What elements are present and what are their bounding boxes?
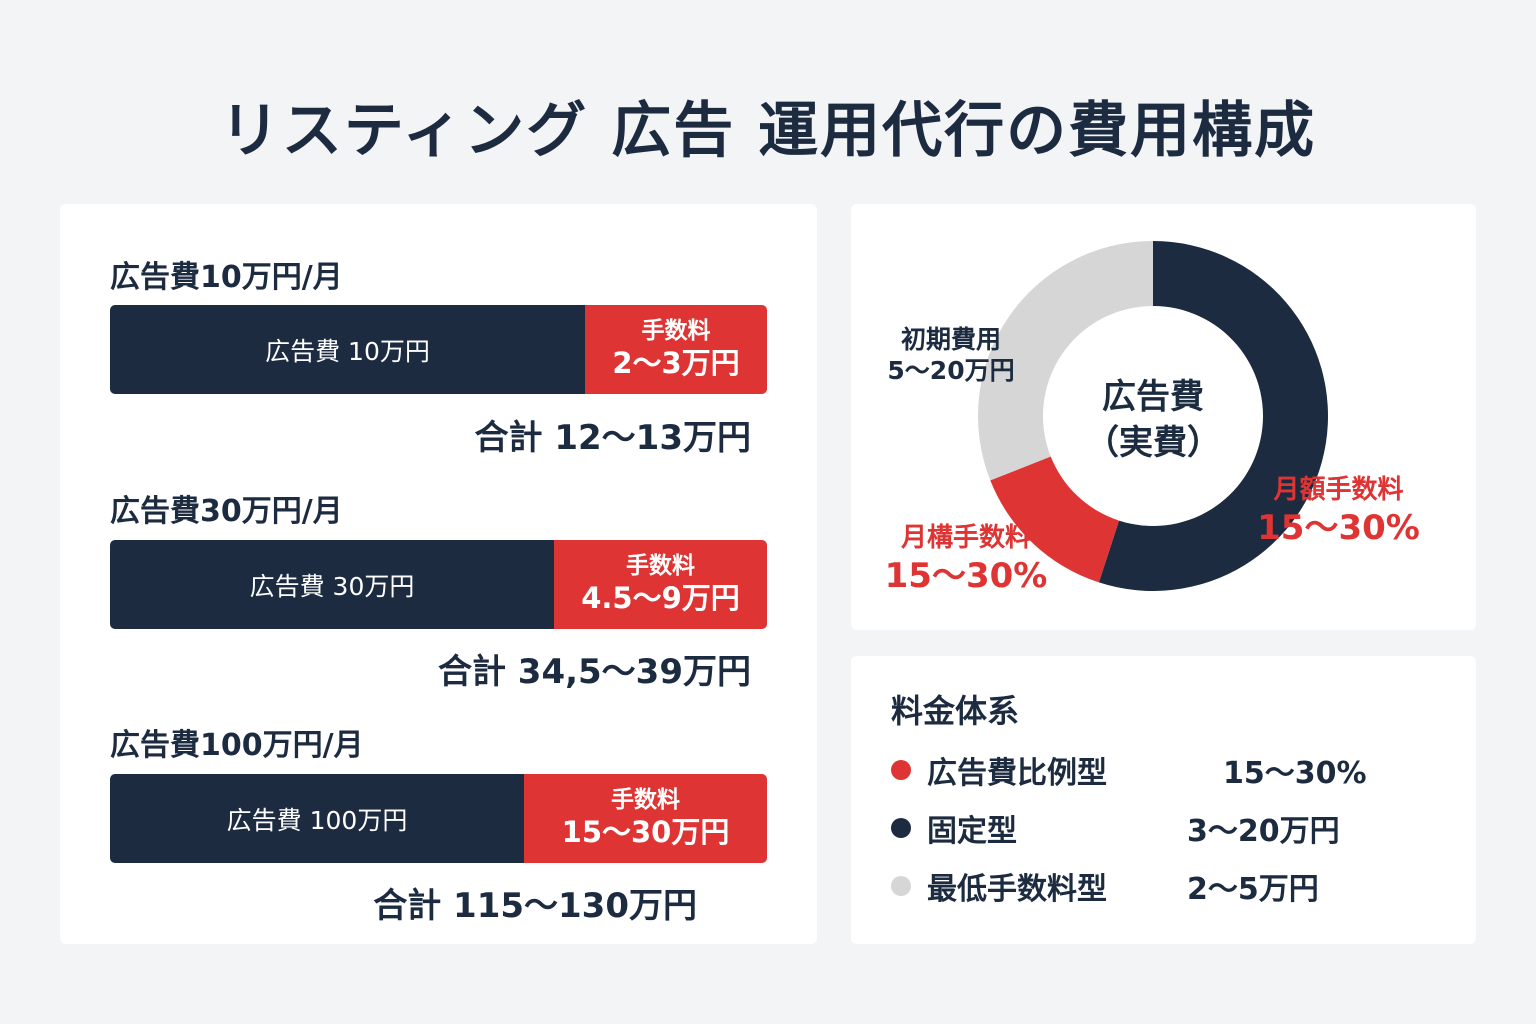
scenario-total-100: 合計 115〜130万円	[373, 886, 697, 926]
ad-cost-segment: 広告費 30万円	[110, 540, 554, 629]
cost-bar-30: 広告費 30万円 手数料 4.5〜9万円	[110, 540, 767, 629]
scenario-total-10: 合計 12〜13万円	[474, 418, 751, 458]
legend-title: 料金体系	[891, 692, 1020, 730]
donut-slice-0	[1098, 241, 1329, 591]
legend-item: 最低手数料型 2〜5万円	[891, 866, 1451, 907]
scenario-total-30: 合計 34,5〜39万円	[437, 652, 751, 692]
pricing-legend-card: 料金体系 広告費比例型 15〜30% 固定型 3〜20万円 最低手数料型 2〜5…	[851, 656, 1476, 944]
ad-cost-label: 広告費 30万円	[249, 571, 415, 601]
legend-item-value: 15〜30%	[1223, 756, 1367, 791]
donut-center-sublabel: （実費）	[1085, 423, 1221, 463]
fee-label: 手数料	[626, 553, 695, 580]
slice-label-monthly: 月額手数料 15〜30%	[1256, 474, 1421, 549]
legend-item-name: 固定型	[927, 814, 1017, 849]
scenario-heading-100: 広告費100万円/月	[110, 728, 364, 763]
legend-item-name: 広告費比例型	[927, 756, 1107, 791]
legend-item: 広告費比例型 15〜30%	[891, 750, 1451, 791]
donut-chart: 広告費 （実費）	[978, 241, 1329, 591]
ad-cost-label: 広告費 100万円	[226, 805, 408, 835]
scenario-card: 広告費10万円/月 広告費 10万円 手数料 2〜3万円 合計 12〜13万円 …	[60, 204, 817, 944]
fee-value: 2〜3万円	[612, 345, 740, 380]
slice-label-name: 月構手数料	[900, 523, 1031, 553]
ad-cost-segment: 広告費 100万円	[110, 774, 524, 863]
fee-value: 15〜30万円	[561, 814, 730, 849]
legend-item-value: 3〜20万円	[1187, 814, 1340, 849]
slice-label-value: 5〜20万円	[887, 356, 1015, 386]
legend-item-name: 最低手数料型	[927, 872, 1107, 907]
scenario-heading-10: 広告費10万円/月	[110, 260, 343, 295]
ad-cost-segment: 広告費 10万円	[110, 305, 585, 394]
fee-segment: 手数料 4.5〜9万円	[554, 540, 767, 629]
slice-label-name: 月額手数料	[1273, 475, 1404, 505]
scenario-heading-30: 広告費30万円/月	[110, 494, 343, 529]
slice-label-initial: 初期費用 5〜20万円	[881, 324, 1021, 387]
slice-label-value: 15〜30%	[1257, 507, 1420, 548]
page-title: リスティング 広告 運用代行の費用構成	[219, 96, 1317, 166]
fee-segment: 手数料 2〜3万円	[585, 305, 767, 394]
cost-bar-10: 広告費 10万円 手数料 2〜3万円	[110, 305, 767, 394]
donut-slice-2	[978, 241, 1153, 481]
legend-dot-icon	[891, 876, 911, 896]
fee-value: 4.5〜9万円	[581, 580, 740, 615]
legend-dot-icon	[891, 818, 911, 838]
slice-label-name: 初期費用	[900, 325, 1001, 354]
slice-label-value: 15〜30%	[884, 555, 1048, 596]
legend-item: 固定型 3〜20万円	[891, 808, 1451, 849]
legend-dot-icon	[891, 760, 911, 780]
slice-label-red: 月構手数料 15〜30%	[881, 522, 1051, 597]
donut-slice-1	[990, 456, 1120, 583]
donut-center-label: 広告費	[1102, 377, 1204, 417]
cost-bar-100: 広告費 100万円 手数料 15〜30万円	[110, 774, 767, 863]
legend-item-value: 2〜5万円	[1187, 872, 1319, 907]
donut-chart-card: 広告費 （実費） 初期費用 5〜20万円 月額手数料 15〜30% 月構手数料 …	[851, 204, 1476, 630]
fee-label: 手数料	[611, 787, 680, 814]
fee-label: 手数料	[641, 318, 711, 345]
ad-cost-label: 広告費 10万円	[265, 336, 430, 366]
fee-segment: 手数料 15〜30万円	[524, 774, 767, 863]
